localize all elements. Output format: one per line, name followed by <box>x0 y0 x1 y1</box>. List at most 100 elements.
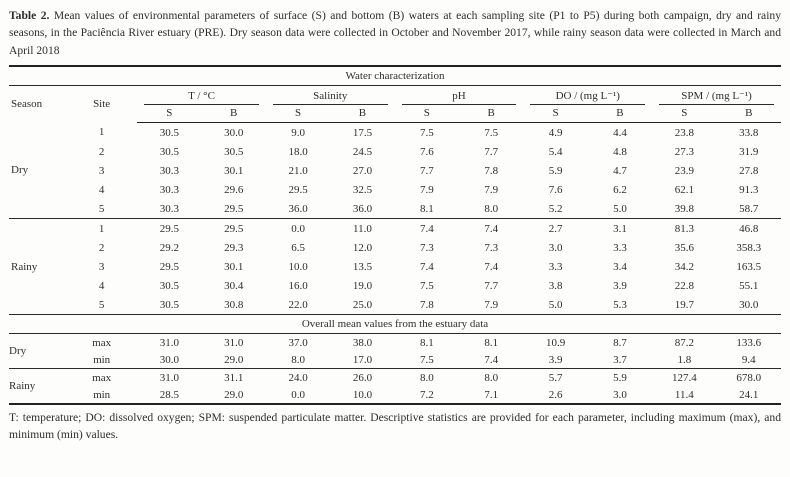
site-cell: 3 <box>98 164 105 177</box>
value-cell: 35.6 <box>674 241 694 254</box>
value-cell: 10.0 <box>288 260 308 273</box>
value-cell: 11.0 <box>330 218 395 239</box>
span-header: Water characterization <box>9 66 781 87</box>
value-cell: 87.2 <box>674 336 694 349</box>
value-cell: 22.8 <box>674 279 694 292</box>
value-cell: 26.0 <box>330 368 395 387</box>
value-cell: 3.4 <box>613 260 627 273</box>
value-cell: 7.9 <box>419 183 434 196</box>
value-cell: 24.5 <box>352 145 373 158</box>
site-cell: 3 <box>98 260 105 273</box>
subcol-bottom: B <box>716 105 781 124</box>
value-cell: 30.8 <box>224 298 244 311</box>
value-cell: 7.4 <box>484 260 499 273</box>
value-cell: 31.0 <box>224 336 244 349</box>
value-cell: 13.5 <box>352 260 373 273</box>
overall-header: Overall mean values from the estuary dat… <box>9 314 781 335</box>
group-header-temperature: T / °C <box>137 86 266 106</box>
value-cell: 7.3 <box>484 241 499 254</box>
value-cell: 7.5 <box>484 126 499 139</box>
value-cell: 4.7 <box>613 164 627 177</box>
value-cell: 18.0 <box>288 145 308 158</box>
stat-cell: max <box>66 368 138 387</box>
value-cell: 2.7 <box>523 218 588 239</box>
value-cell: 0.0 <box>265 218 331 239</box>
value-cell: 30.3 <box>159 164 179 177</box>
value-cell: 30.5 <box>159 279 179 292</box>
value-cell: 30.5 <box>159 298 179 311</box>
value-cell: 5.7 <box>523 368 588 387</box>
value-cell: 7.2 <box>419 388 434 401</box>
value-cell: 29.0 <box>224 388 244 401</box>
value-cell: 29.5 <box>201 218 266 239</box>
value-cell: 2.6 <box>548 388 563 401</box>
value-cell: 29.2 <box>159 241 179 254</box>
value-cell: 4.8 <box>613 145 627 158</box>
value-cell: 12.0 <box>352 241 373 254</box>
value-cell: 29.5 <box>137 218 202 239</box>
value-cell: 29.6 <box>224 183 244 196</box>
season-label: Dry <box>9 345 27 358</box>
value-cell: 29.5 <box>224 202 244 215</box>
table-header: Water characterization Season Site T / °… <box>9 66 781 124</box>
span-header-row: Water characterization <box>9 66 781 87</box>
season-column-header: Season <box>11 98 43 111</box>
group-header-row: Season Site T / °C Salinity pH DO / (mg … <box>9 86 781 110</box>
value-cell: 29.0 <box>224 353 244 366</box>
value-cell: 7.5 <box>419 279 434 292</box>
value-cell: 34.2 <box>674 260 694 273</box>
value-cell: 24.1 <box>739 388 759 401</box>
value-cell: 3.3 <box>548 260 563 273</box>
value-cell: 5.0 <box>613 202 627 215</box>
overall-stat-row: Dry max 31.0 31.0 37.0 38.0 8.1 8.1 10.9 8.7 87.2 1… <box>9 334 781 358</box>
value-cell: 46.8 <box>716 218 781 239</box>
value-cell: 31.1 <box>201 368 266 387</box>
value-cell: 23.9 <box>674 164 694 177</box>
page: Table 2. Mean values of environmental pa… <box>9 9 781 441</box>
stat-cell: min <box>93 388 111 401</box>
value-cell: 7.7 <box>484 145 499 158</box>
site-cell: 5 <box>98 202 105 215</box>
data-row: 2 29.2 29.3 6.5 12.0 7.3 7.3 3.0 3.3 35.6 358.3 <box>9 238 781 257</box>
value-cell: 3.3 <box>613 241 627 254</box>
value-cell: 33.8 <box>739 126 759 139</box>
group-header-salinity: Salinity <box>266 86 395 106</box>
value-cell: 10.9 <box>545 336 566 349</box>
subcol-surface: S <box>523 105 588 124</box>
value-cell: 3.7 <box>613 353 627 366</box>
data-row: 5 30.5 30.8 22.0 25.0 7.8 7.9 5.0 5.3 19.7 30.0 <box>9 295 781 315</box>
group-header-spm-label: SPM / (mg L⁻¹) <box>659 88 774 106</box>
value-cell: 7.4 <box>484 353 499 366</box>
site-column-header: Site <box>93 98 111 111</box>
table-caption-label: Table 2. <box>9 9 50 22</box>
value-cell: 30.1 <box>224 260 244 273</box>
value-cell: 127.4 <box>652 368 717 387</box>
value-cell: 5.9 <box>587 368 653 387</box>
group-header-ph: pH <box>395 86 524 106</box>
value-cell: 16.0 <box>288 279 308 292</box>
value-cell: 39.8 <box>674 202 694 215</box>
value-cell: 29.3 <box>224 241 244 254</box>
stat-cell: max <box>92 336 112 349</box>
site-cell: 5 <box>98 298 105 311</box>
value-cell: 30.5 <box>224 145 244 158</box>
value-cell: 7.8 <box>419 298 434 311</box>
data-row: 2 30.5 30.5 18.0 24.5 7.6 7.7 5.4 4.8 27.3 31.9 <box>9 142 781 161</box>
value-cell: 3.9 <box>613 279 627 292</box>
group-header-temperature-label: T / °C <box>144 89 259 105</box>
subcol-surface: S <box>652 105 717 124</box>
site-cell: 1 <box>98 126 105 139</box>
data-row: Rainy 1 29.5 29.5 0.0 11.0 7.4 7.4 2.7 3.1 81.3 46.… <box>9 218 781 315</box>
value-cell: 5.4 <box>548 145 563 158</box>
value-cell: 38.0 <box>352 336 373 349</box>
value-cell: 30.5 <box>159 145 179 158</box>
value-cell: 7.9 <box>484 298 499 311</box>
value-cell: 358.3 <box>736 241 762 254</box>
value-cell: 29.5 <box>159 260 179 273</box>
value-cell: 7.7 <box>484 279 499 292</box>
value-cell: 8.1 <box>419 202 434 215</box>
overall-stat-row: Rainy max 31.0 31.1 24.0 26.0 8.0 8.0 5.7 5.9 127.… <box>9 368 781 405</box>
subcol-bottom: B <box>201 105 266 124</box>
site-cell: 1 <box>66 218 138 239</box>
value-cell: 36.0 <box>352 202 373 215</box>
